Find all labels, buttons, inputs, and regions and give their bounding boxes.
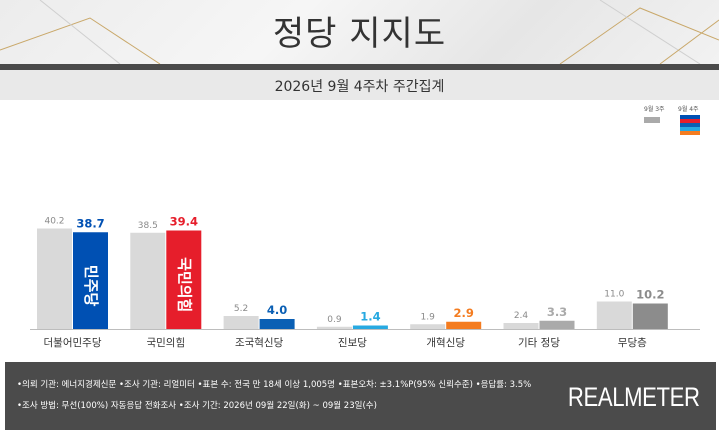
value-label-prev-6: 2.4 (514, 311, 529, 321)
bar-prev-2 (130, 232, 166, 329)
bar-prev-7 (596, 301, 632, 329)
legend-label-curr: 9월 4주 (678, 106, 699, 113)
legend-swatch-curr-5 (680, 131, 700, 135)
party-logo-1: 민주당 (82, 265, 100, 307)
bar-curr-2 (166, 230, 202, 329)
legend-swatches (644, 115, 700, 135)
value-label-prev-3: 5.2 (234, 304, 248, 314)
bar-curr-6 (539, 320, 575, 329)
survey-note-2: •조사 방법: 무선(100%) 자동응답 전화조사 •조사 기간: 2026년… (17, 401, 377, 411)
value-label-prev-1: 40.2 (44, 217, 64, 227)
bar-prev-5 (410, 324, 446, 329)
survey-footer: •의뢰 기관: 에너지경제신문 •조사 기관: 리얼미터 •표본 수: 전국 만… (5, 362, 716, 430)
legend-swatch-curr-1 (680, 115, 700, 119)
value-label-curr-2: 39.4 (170, 215, 198, 229)
value-label-prev-7: 11.0 (604, 290, 624, 300)
survey-note-1: •의뢰 기관: 에너지경제신문 •조사 기관: 리얼미터 •표본 수: 전국 만… (17, 380, 532, 390)
value-label-curr-7: 10.2 (636, 288, 664, 302)
party-logo-2: 국민의힘 (175, 257, 193, 312)
realmeter-logo: REALMETER (568, 382, 700, 412)
bar-curr-3 (259, 319, 295, 329)
title-rule (0, 64, 719, 70)
bar-prev-1 (37, 228, 72, 329)
value-label-curr-1: 38.7 (76, 216, 104, 230)
legend-swatch-curr-3 (680, 123, 700, 127)
value-label-prev-5: 1.9 (421, 312, 436, 322)
category-label-4: 진보당 (338, 337, 367, 349)
bar-curr-4 (352, 325, 388, 329)
category-label-3: 조국혁신당 (235, 337, 284, 349)
legend-label-prev: 9월 3주 (644, 106, 665, 113)
chart-legend: 9월 3주 9월 4주 (640, 104, 704, 142)
category-label-6: 기타 정당 (518, 337, 560, 349)
legend-swatch-curr-2 (680, 119, 700, 123)
title-band: 정당 지지도 (0, 0, 719, 64)
bar-curr-7 (632, 303, 668, 329)
chart-subtitle: 2026년 9월 4주차 주간집계 (274, 79, 445, 95)
legend-swatch-prev (644, 117, 660, 123)
category-label-5: 개혁신당 (426, 337, 465, 349)
value-label-curr-4: 1.4 (360, 310, 380, 324)
bar-prev-3 (223, 316, 259, 329)
bar-curr-5 (446, 321, 482, 329)
category-label-2: 국민의힘 (146, 337, 185, 349)
value-label-curr-5: 2.9 (454, 306, 474, 320)
category-label-7: 무당층 (618, 337, 647, 349)
legend-swatch-curr-4 (680, 127, 700, 131)
bar-prev-4 (316, 326, 352, 329)
bar-prev-6 (503, 323, 539, 329)
value-label-prev-4: 0.9 (327, 315, 342, 325)
value-label-curr-6: 3.3 (547, 305, 567, 319)
chart-title: 정당 지지도 (272, 14, 447, 54)
category-label-1: 더불어민주당 (44, 337, 102, 349)
gold-line-decoration (0, 0, 719, 64)
subtitle-band (0, 70, 719, 100)
value-label-curr-3: 4.0 (267, 303, 287, 317)
value-label-prev-2: 38.5 (138, 221, 158, 231)
bar-curr-1 (73, 232, 108, 329)
